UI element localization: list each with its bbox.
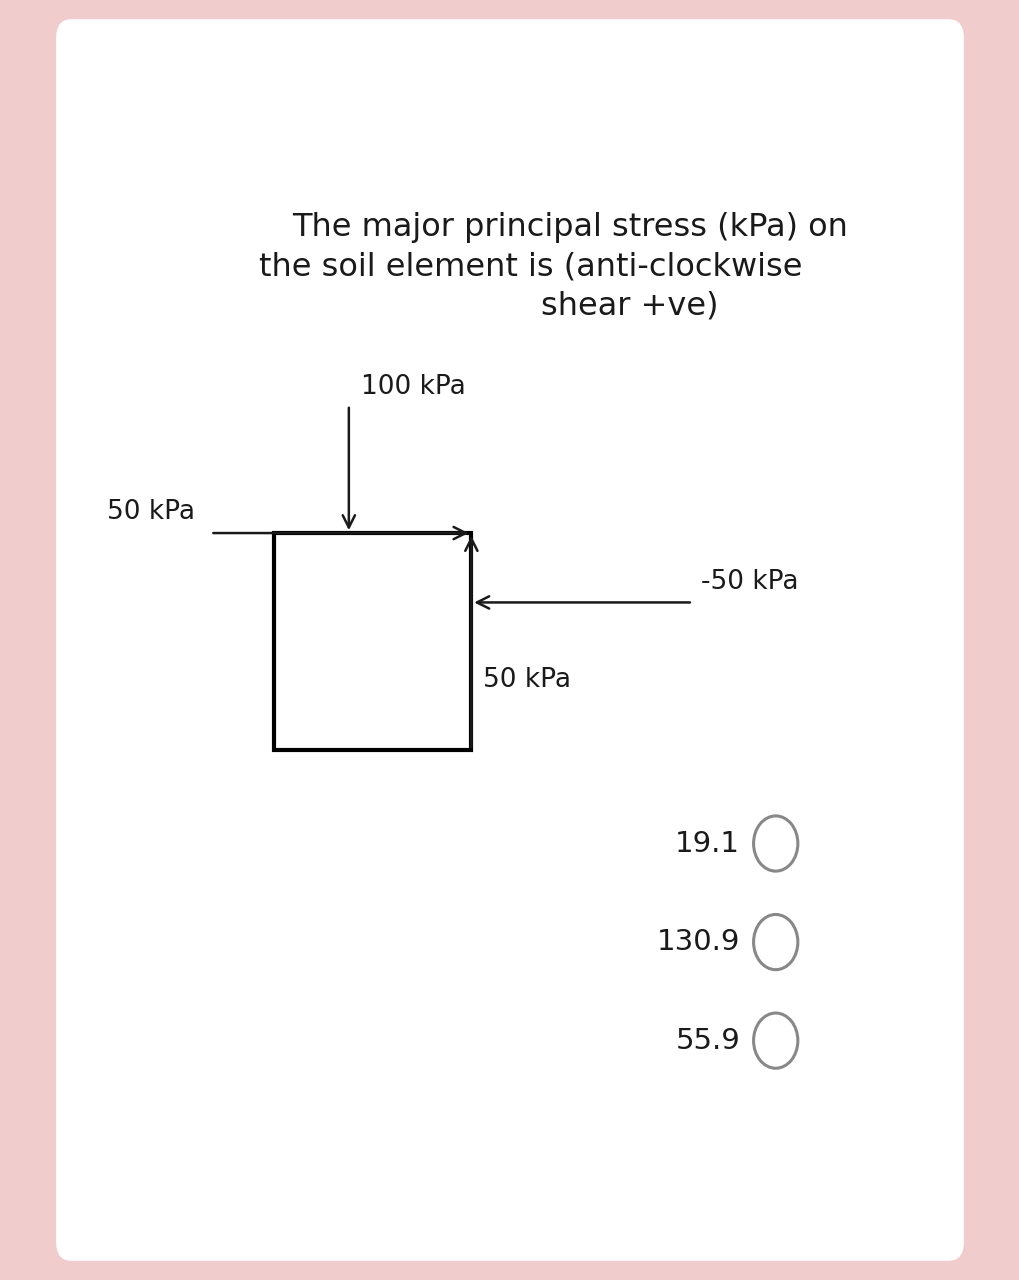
Text: 55.9: 55.9 bbox=[675, 1027, 740, 1055]
Text: 19.1: 19.1 bbox=[675, 829, 740, 858]
Text: 100 kPa: 100 kPa bbox=[361, 374, 465, 399]
Text: The major principal stress (kPa) on: The major principal stress (kPa) on bbox=[292, 212, 847, 243]
Text: the soil element is (anti-clockwise: the soil element is (anti-clockwise bbox=[259, 251, 802, 283]
Text: 50 kPa: 50 kPa bbox=[483, 667, 571, 692]
Text: 130.9: 130.9 bbox=[656, 928, 740, 956]
Text: -50 kPa: -50 kPa bbox=[700, 568, 797, 594]
Bar bbox=[273, 532, 471, 750]
Text: 50 kPa: 50 kPa bbox=[107, 499, 195, 525]
Text: shear +ve): shear +ve) bbox=[540, 291, 717, 321]
